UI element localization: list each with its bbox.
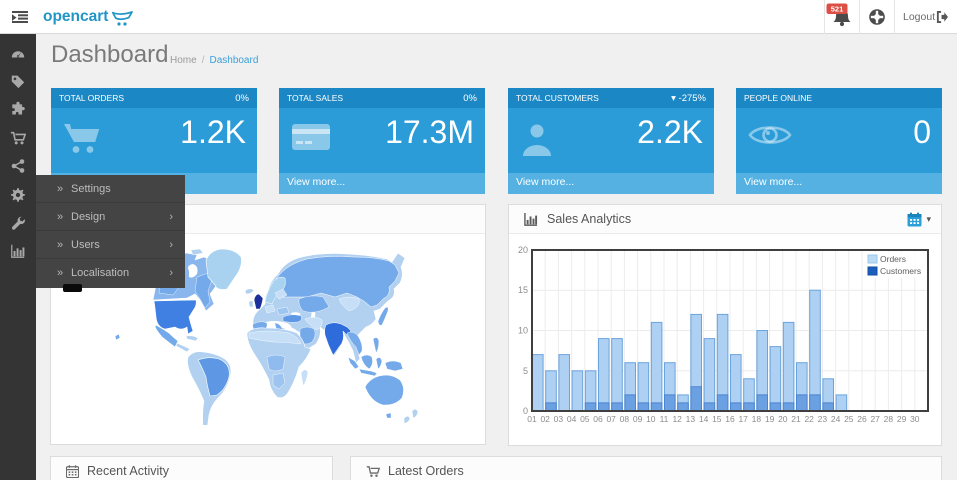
svg-text:25: 25 bbox=[844, 414, 854, 424]
svg-text:14: 14 bbox=[699, 414, 709, 424]
svg-text:04: 04 bbox=[567, 414, 577, 424]
svg-text:22: 22 bbox=[804, 414, 814, 424]
svg-text:03: 03 bbox=[554, 414, 564, 424]
svg-text:19: 19 bbox=[765, 414, 775, 424]
svg-text:15: 15 bbox=[518, 285, 528, 295]
svg-text:02: 02 bbox=[540, 414, 550, 424]
svg-text:16: 16 bbox=[725, 414, 735, 424]
svg-text:27: 27 bbox=[870, 414, 880, 424]
svg-text:521: 521 bbox=[831, 4, 844, 13]
svg-text:Orders: Orders bbox=[880, 254, 906, 264]
svg-text:06: 06 bbox=[593, 414, 603, 424]
svg-text:10: 10 bbox=[518, 326, 528, 336]
svg-text:05: 05 bbox=[580, 414, 590, 424]
svg-text:08: 08 bbox=[620, 414, 630, 424]
svg-text:20: 20 bbox=[518, 245, 528, 255]
svg-text:28: 28 bbox=[884, 414, 894, 424]
svg-text:29: 29 bbox=[897, 414, 907, 424]
svg-text:24: 24 bbox=[831, 414, 841, 424]
svg-text:21: 21 bbox=[791, 414, 801, 424]
svg-text:13: 13 bbox=[686, 414, 696, 424]
svg-text:18: 18 bbox=[752, 414, 762, 424]
svg-text:11: 11 bbox=[660, 414, 669, 424]
svg-text:07: 07 bbox=[606, 414, 616, 424]
svg-text:23: 23 bbox=[818, 414, 828, 424]
svg-text:09: 09 bbox=[633, 414, 643, 424]
svg-text:01: 01 bbox=[527, 414, 537, 424]
svg-text:15: 15 bbox=[712, 414, 722, 424]
svg-text:0: 0 bbox=[523, 406, 528, 416]
svg-text:10: 10 bbox=[646, 414, 656, 424]
svg-text:5: 5 bbox=[523, 366, 528, 376]
svg-text:30: 30 bbox=[910, 414, 920, 424]
svg-text:Customers: Customers bbox=[880, 266, 921, 276]
svg-text:26: 26 bbox=[857, 414, 867, 424]
svg-text:12: 12 bbox=[672, 414, 682, 424]
svg-text:20: 20 bbox=[778, 414, 788, 424]
svg-text:17: 17 bbox=[738, 414, 748, 424]
